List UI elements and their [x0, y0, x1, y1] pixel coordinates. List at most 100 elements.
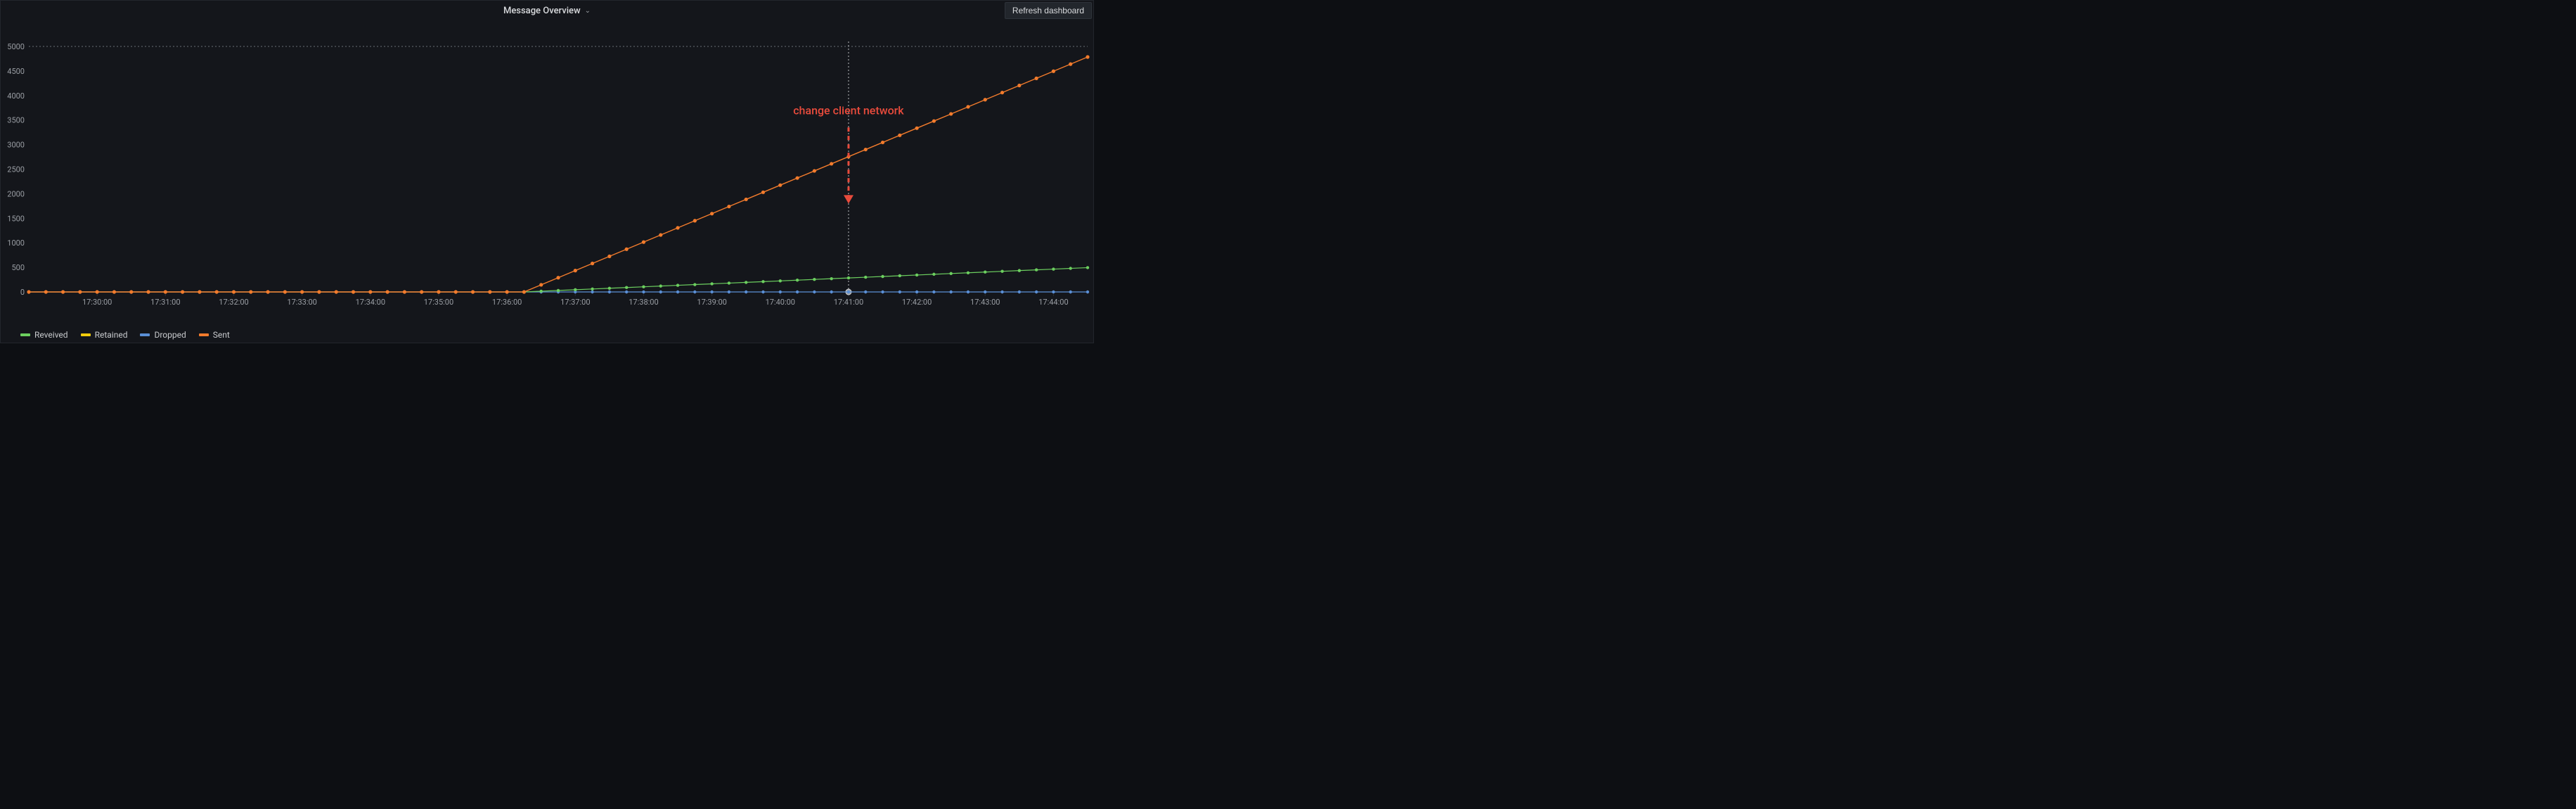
series-marker: [539, 283, 543, 286]
series-marker: [830, 291, 832, 293]
series-marker: [745, 281, 747, 284]
series-marker: [881, 291, 884, 293]
series-marker: [78, 290, 82, 293]
series-marker: [659, 284, 662, 287]
series-marker: [984, 291, 986, 293]
series-marker: [898, 134, 901, 137]
series-marker: [642, 241, 645, 244]
series-marker: [676, 284, 679, 286]
series-marker: [1035, 291, 1038, 293]
legend-item[interactable]: Retained: [81, 330, 128, 340]
series-marker: [642, 291, 645, 293]
legend-swatch: [81, 333, 91, 336]
series-marker: [693, 283, 696, 286]
y-axis-label: 500: [11, 263, 25, 272]
x-axis-label: 17:30:00: [82, 298, 112, 307]
series-marker: [899, 274, 901, 277]
series-marker: [591, 262, 594, 265]
series-marker: [454, 290, 458, 293]
legend-item[interactable]: Sent: [199, 330, 230, 340]
series-marker: [335, 290, 338, 293]
legend-label: Sent: [213, 330, 230, 340]
x-axis-label: 17:31:00: [150, 298, 180, 307]
series-marker: [659, 233, 662, 236]
series-marker: [949, 272, 952, 275]
chevron-down-icon: ⌄: [585, 7, 591, 15]
y-axis-label: 0: [20, 288, 25, 297]
legend-item[interactable]: Reveived: [20, 330, 68, 340]
series-marker: [642, 285, 645, 288]
series-marker: [112, 290, 116, 293]
series-marker: [1052, 267, 1055, 270]
legend-item[interactable]: Dropped: [140, 330, 186, 340]
series-marker: [283, 290, 287, 293]
series-marker: [915, 127, 918, 130]
y-axis-label: 1500: [7, 214, 25, 223]
series-marker: [574, 288, 577, 291]
series-marker: [266, 290, 269, 293]
series-marker: [967, 291, 970, 293]
series-marker: [745, 198, 748, 201]
series-marker: [761, 291, 764, 293]
series-marker: [505, 290, 509, 293]
series-line: [29, 57, 1088, 292]
series-marker: [659, 291, 662, 293]
series-marker: [556, 276, 560, 279]
series-marker: [676, 291, 679, 293]
series-marker: [591, 288, 593, 291]
y-axis-label: 5000: [7, 42, 25, 51]
series-marker: [932, 291, 935, 293]
series-marker: [693, 219, 697, 222]
series-marker: [232, 290, 236, 293]
series-marker: [710, 291, 713, 293]
series-marker: [608, 291, 611, 293]
legend-swatch: [199, 333, 209, 336]
series-marker: [1000, 91, 1004, 94]
series-marker: [1086, 266, 1089, 269]
series-marker: [932, 273, 935, 276]
series-marker: [300, 290, 304, 293]
series-marker: [625, 291, 628, 293]
series-marker: [710, 212, 714, 215]
series-marker: [847, 291, 850, 293]
series-marker: [215, 290, 219, 293]
series-line: [29, 267, 1088, 292]
legend-label: Dropped: [154, 330, 186, 340]
chart-area[interactable]: 0500100015002000250030003500400045005000…: [1, 20, 1093, 327]
series-marker: [488, 290, 491, 293]
series-marker: [146, 290, 150, 293]
line-chart-svg: 0500100015002000250030003500400045005000…: [1, 20, 1095, 327]
y-axis-label: 3500: [7, 116, 25, 125]
x-axis-label: 17:37:00: [560, 298, 590, 307]
chart-panel: Message Overview ⌄ Refresh dashboard 0 50…: [0, 0, 1094, 343]
series-marker: [1052, 291, 1055, 293]
refresh-button-label: Refresh dashboard: [1012, 6, 1084, 15]
legend-label: Reveived: [34, 330, 68, 340]
x-axis-label: 17:40:00: [766, 298, 795, 307]
series-marker: [949, 112, 953, 115]
series-marker: [727, 205, 730, 208]
legend-label: Retained: [95, 330, 128, 340]
x-axis-label: 17:32:00: [219, 298, 248, 307]
x-axis-label: 17:35:00: [424, 298, 453, 307]
series-marker: [778, 184, 782, 187]
series-marker: [915, 291, 918, 293]
series-marker: [830, 277, 832, 280]
x-axis-label: 17:36:00: [492, 298, 522, 307]
series-marker: [557, 289, 560, 292]
series-marker: [676, 226, 679, 229]
series-marker: [1069, 63, 1072, 66]
series-marker: [693, 291, 696, 293]
series-marker: [625, 248, 629, 251]
series-marker: [352, 290, 355, 293]
series-marker: [96, 290, 99, 293]
legend: Reveived Retained Dropped Sent: [1, 327, 1093, 344]
series-marker: [1018, 269, 1021, 272]
series-marker: [864, 291, 867, 293]
series-marker: [779, 291, 782, 293]
series-marker: [608, 287, 611, 290]
series-marker: [864, 276, 867, 279]
refresh-dashboard-button[interactable]: Refresh dashboard: [1005, 2, 1092, 19]
annotation-text: change client network: [793, 103, 904, 117]
panel-title-bar[interactable]: Message Overview ⌄: [1, 1, 1093, 20]
